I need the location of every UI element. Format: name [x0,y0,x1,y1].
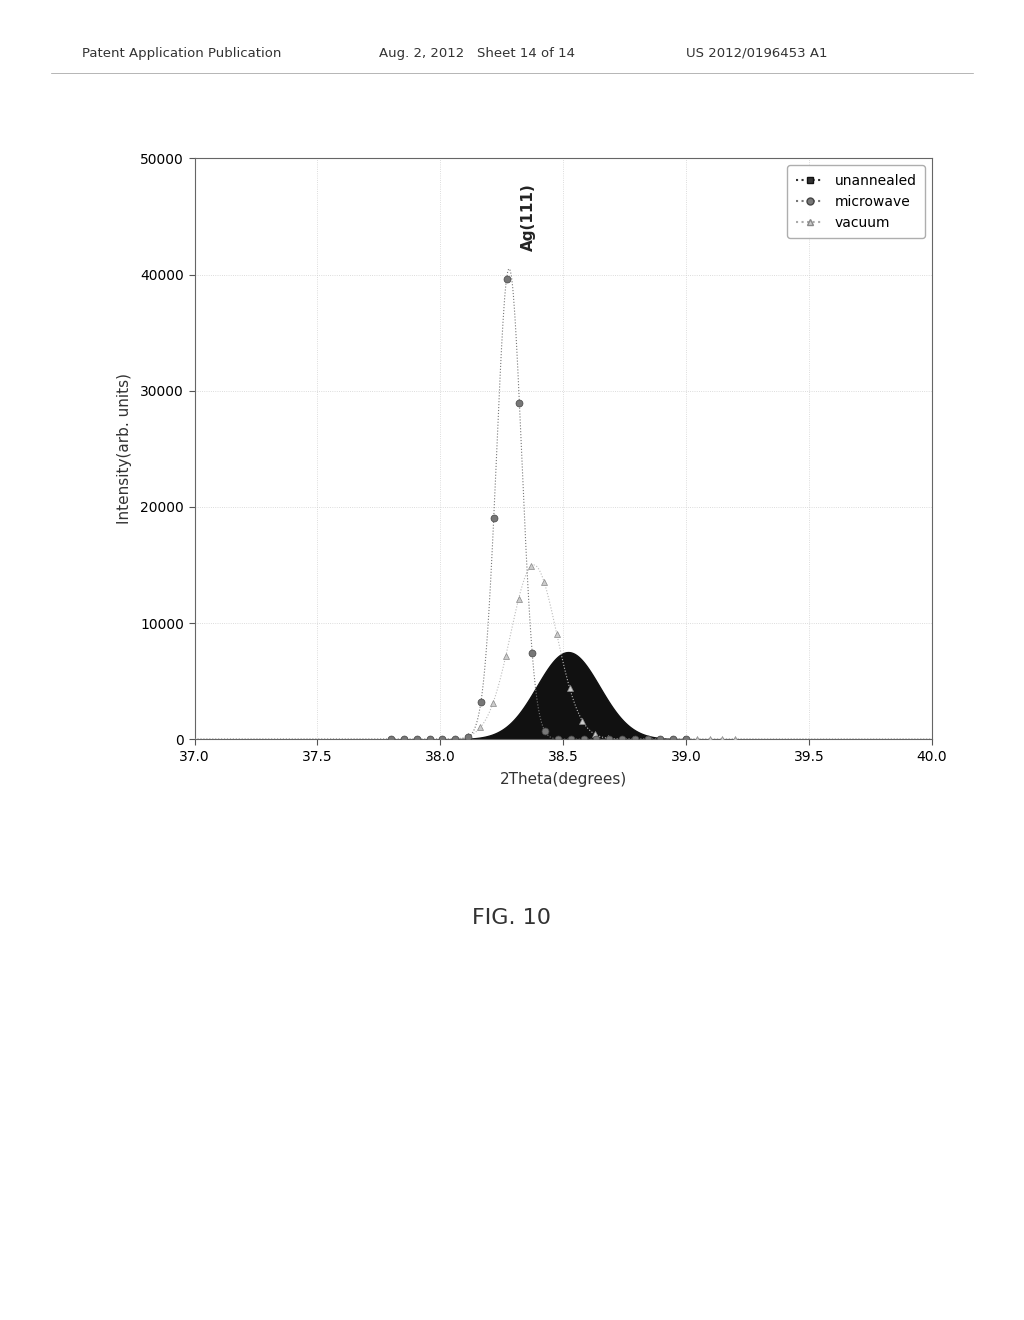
Legend: unannealed, microwave, vacuum: unannealed, microwave, vacuum [787,165,925,238]
Y-axis label: Intensity(arb. units): Intensity(arb. units) [117,374,132,524]
Text: US 2012/0196453 A1: US 2012/0196453 A1 [686,46,827,59]
Text: Aug. 2, 2012   Sheet 14 of 14: Aug. 2, 2012 Sheet 14 of 14 [379,46,574,59]
Text: Patent Application Publication: Patent Application Publication [82,46,282,59]
Text: Ag(111): Ag(111) [521,183,537,251]
Text: FIG. 10: FIG. 10 [472,908,552,928]
X-axis label: 2Theta(degrees): 2Theta(degrees) [500,772,627,787]
